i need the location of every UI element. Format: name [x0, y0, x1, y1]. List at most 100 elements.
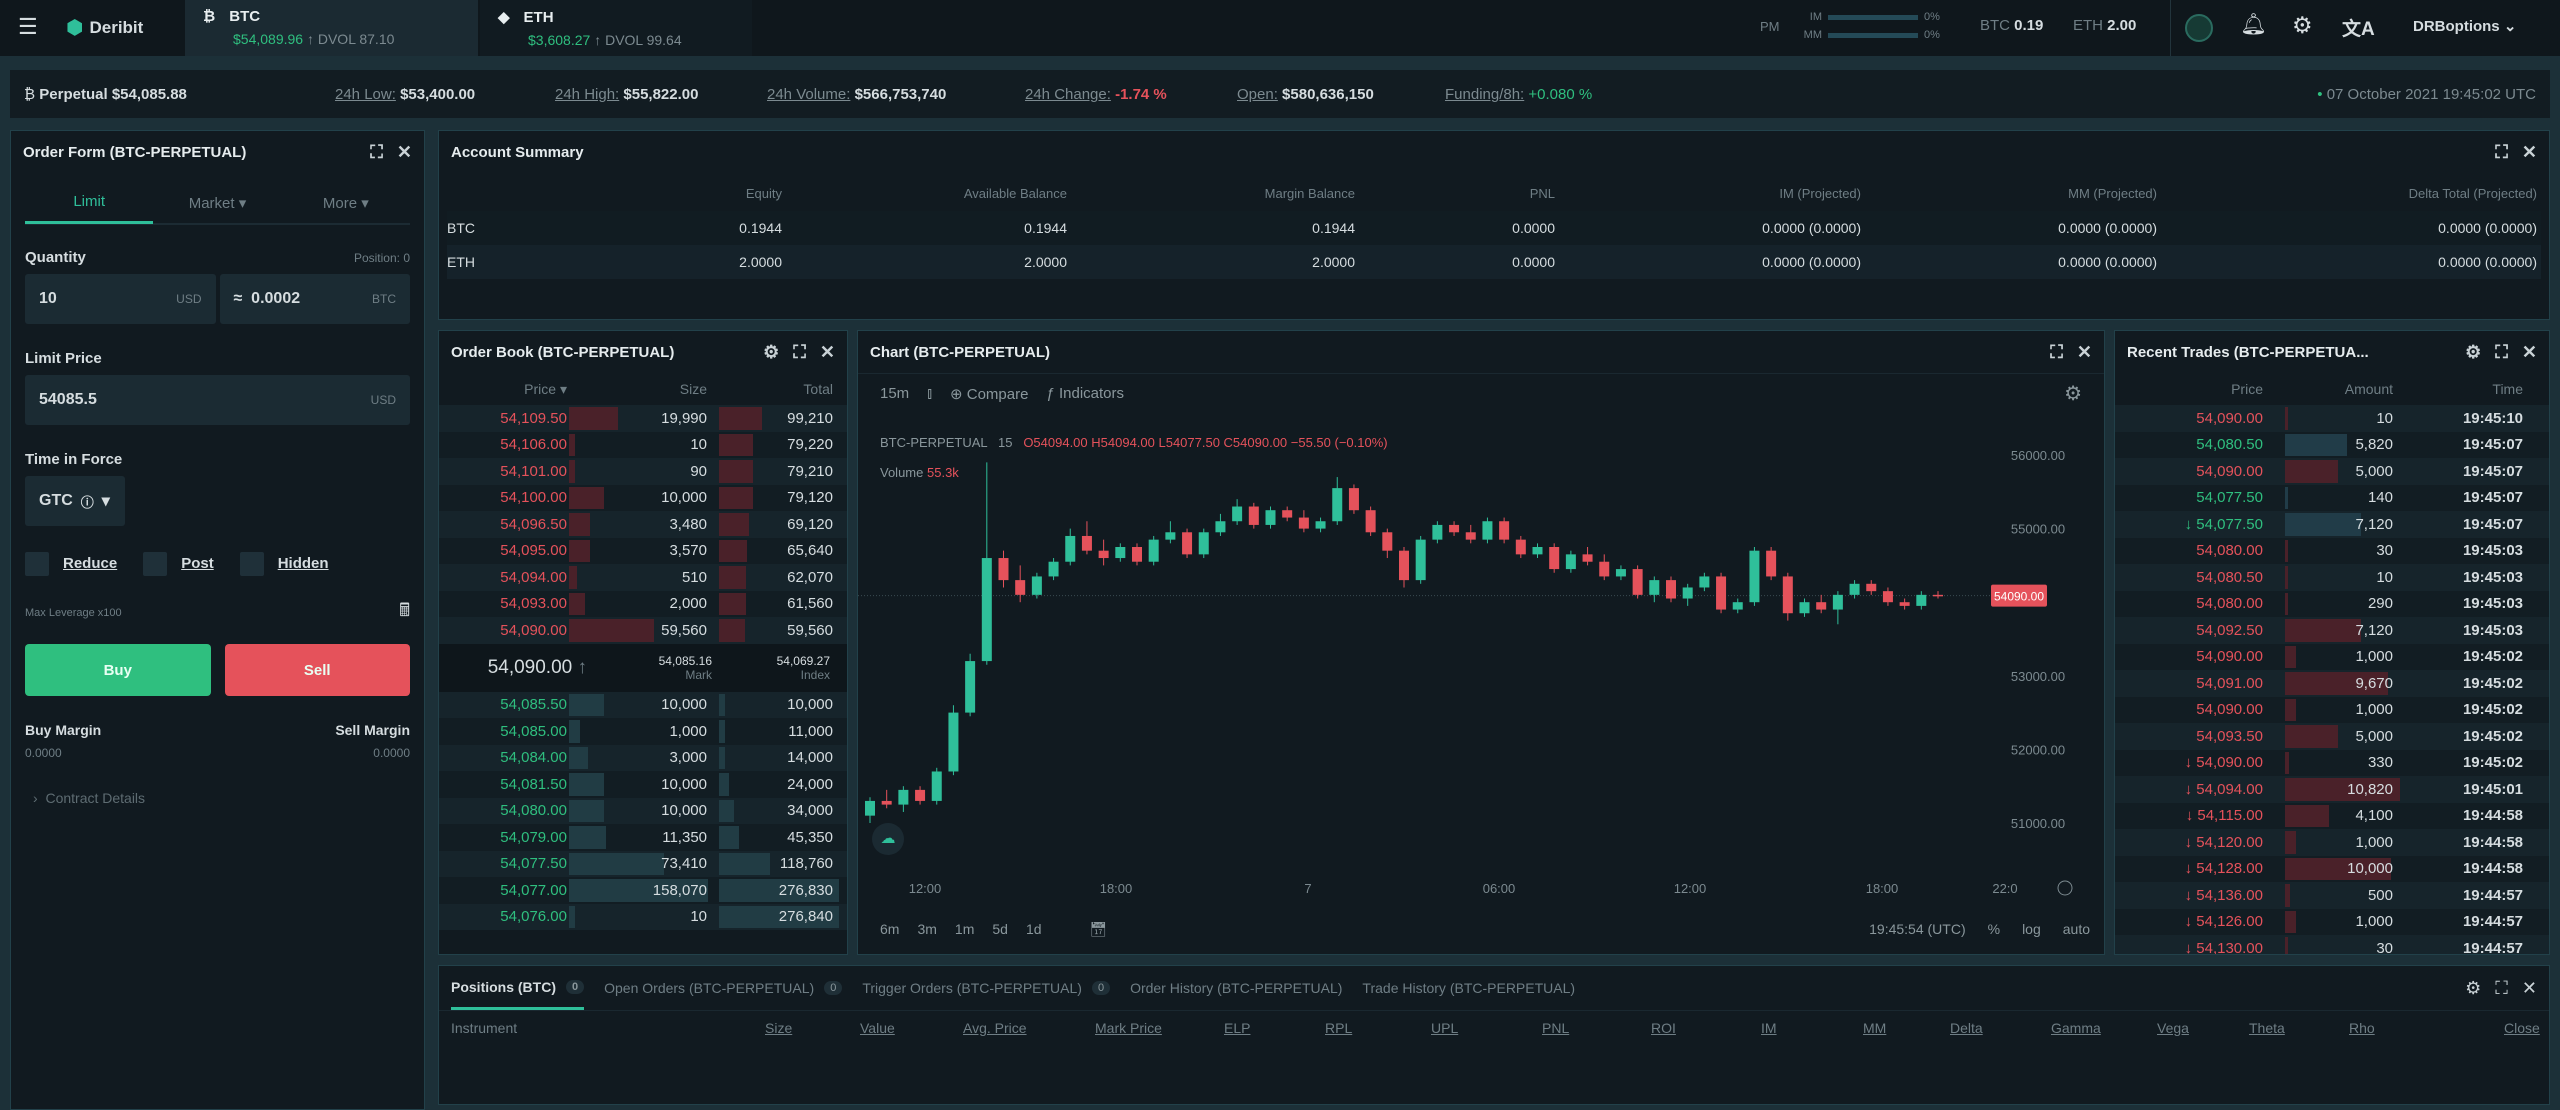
column-header[interactable]: Gamma — [2051, 1020, 2101, 1036]
ask-row[interactable]: 54,106.00 10 79,220 — [439, 431, 847, 458]
expand-icon[interactable]: ⛶ — [370, 141, 383, 162]
chart-clock[interactable]: 19:45:54 (UTC) — [1869, 921, 1966, 937]
range-5d[interactable]: 5d — [992, 921, 1008, 937]
bell-icon[interactable]: 🔔︎ — [2240, 13, 2267, 36]
post-checkbox[interactable]: Post — [143, 552, 214, 576]
gear-icon[interactable]: ⚙ — [763, 341, 780, 362]
candlestick-chart[interactable]: 56000.00 55000.00 53000.00 52000.00 51000.00… — [858, 331, 2106, 956]
compare-button[interactable]: ⊕ Compare — [950, 385, 1028, 403]
column-header[interactable]: Close — [2504, 1020, 2540, 1036]
auto-scale-toggle[interactable]: auto — [2062, 921, 2090, 937]
bid-row[interactable]: 54,079.00 11,350 45,350 — [439, 824, 847, 851]
calendar-icon[interactable]: 📅︎ — [1089, 921, 1108, 937]
column-header[interactable]: Mark Price — [1095, 1020, 1162, 1036]
deribit-logo[interactable]: ⬢ Deribit — [66, 15, 143, 40]
expand-icon[interactable]: ⛶ — [2495, 341, 2508, 362]
range-1m[interactable]: 1m — [954, 921, 975, 937]
column-header[interactable]: Theta — [2249, 1020, 2285, 1036]
ask-row[interactable]: 54,100.00 10,000 79,120 — [439, 484, 847, 511]
expand-icon[interactable]: ⛶ — [2050, 341, 2063, 362]
positions-tab[interactable]: Open Orders (BTC-PERPETUAL) 0 — [604, 966, 843, 1010]
close-icon[interactable]: ✕ — [2521, 141, 2537, 162]
gear-icon[interactable]: ⚙ — [2465, 341, 2482, 362]
expand-icon[interactable]: ⛶ — [2495, 141, 2508, 162]
range-6m[interactable]: 6m — [880, 921, 900, 937]
indicators-button[interactable]: ƒ Indicators — [1046, 385, 1124, 402]
positions-tab[interactable]: Trigger Orders (BTC-PERPETUAL) 0 — [862, 966, 1111, 1010]
expand-icon[interactable]: ⛶ — [793, 341, 806, 362]
candle-type-icon[interactable]: ⫾ — [927, 385, 932, 402]
bid-row[interactable]: 54,076.00 10 276,840 — [439, 903, 847, 930]
ask-row[interactable]: 54,094.00 510 62,070 — [439, 564, 847, 591]
limit-price-input[interactable]: 54085.5 USD — [25, 375, 410, 425]
candle-body — [1148, 539, 1159, 562]
bid-row[interactable]: 54,077.50 73,410 118,760 — [439, 850, 847, 877]
ask-row[interactable]: 54,096.50 3,480 69,120 — [439, 511, 847, 538]
tab-market[interactable]: Market ▾ — [153, 194, 281, 212]
quantity-btc-input[interactable]: ≈ 0.0002 BTC — [219, 274, 410, 324]
percent-scale-toggle[interactable]: % — [1987, 921, 2001, 937]
tab-limit[interactable]: Limit — [25, 182, 154, 224]
column-header[interactable]: PNL — [1542, 1020, 1570, 1036]
positions-tab[interactable]: Positions (BTC) 0 — [451, 966, 585, 1010]
column-header[interactable]: Avg. Price — [963, 1020, 1027, 1036]
ask-row[interactable]: 54,093.00 2,000 61,560 — [439, 590, 847, 617]
close-icon[interactable]: ✕ — [2076, 341, 2092, 362]
close-icon[interactable]: ✕ — [2521, 978, 2537, 998]
ask-row[interactable]: 54,090.00 59,560 59,560 — [439, 617, 847, 644]
gear-icon[interactable]: ⚙ — [2465, 978, 2482, 998]
bid-row[interactable]: 54,081.50 10,000 24,000 — [439, 771, 847, 798]
price-column-header[interactable]: Price ▾ — [524, 380, 567, 397]
quantity-usd-input[interactable]: 10 USD — [25, 274, 216, 324]
close-icon[interactable]: ✕ — [2521, 341, 2537, 362]
bid-row[interactable]: 54,085.00 1,000 11,000 — [439, 718, 847, 745]
translate-icon[interactable]: 文A — [2342, 19, 2375, 40]
reset-zoom-icon[interactable] — [2057, 880, 2073, 896]
user-menu[interactable]: DRBoptions ⌄ — [2413, 17, 2516, 35]
expand-icon[interactable]: ⛶ — [2495, 978, 2508, 998]
contract-details-toggle[interactable]: › Contract Details — [33, 790, 402, 806]
range-3m[interactable]: 3m — [917, 921, 937, 937]
column-header[interactable]: Delta — [1950, 1020, 1983, 1036]
column-header[interactable]: MM — [1863, 1020, 1887, 1036]
chart-settings-icon[interactable]: ⚙ — [2064, 383, 2082, 405]
column-header[interactable]: Rho — [2349, 1020, 2375, 1036]
column-header[interactable]: Vega — [2157, 1020, 2189, 1036]
close-icon[interactable]: ✕ — [396, 141, 412, 162]
log-scale-toggle[interactable]: log — [2022, 921, 2041, 937]
column-header[interactable]: RPL — [1325, 1020, 1353, 1036]
positions-tab[interactable]: Trade History (BTC-PERPETUAL) — [1362, 966, 1575, 1010]
bid-row[interactable]: 54,084.00 3,000 14,000 — [439, 744, 847, 771]
tab-more[interactable]: More ▾ — [282, 194, 410, 212]
bid-row[interactable]: 54,080.00 10,000 34,000 — [439, 797, 847, 824]
column-header[interactable]: IM — [1761, 1020, 1777, 1036]
range-1d[interactable]: 1d — [1025, 921, 1042, 937]
interval-button[interactable]: 15m — [880, 385, 910, 402]
calculator-icon[interactable]: 🖩 — [399, 600, 410, 620]
close-icon[interactable]: ✕ — [819, 341, 835, 362]
buy-button[interactable]: Buy — [25, 644, 211, 696]
reduce-checkbox[interactable]: Reduce — [25, 552, 117, 576]
perpetual-info[interactable]: ₿ Perpetual $54,085.88 — [24, 86, 187, 103]
column-header[interactable]: Value — [860, 1020, 895, 1036]
column-header[interactable]: Instrument — [451, 1020, 518, 1036]
bid-row[interactable]: 54,077.00 158,070 276,830 — [439, 877, 847, 904]
gear-icon[interactable]: ⚙ — [2292, 12, 2313, 38]
column-header[interactable]: UPL — [1431, 1020, 1459, 1036]
column-header[interactable]: ROI — [1651, 1020, 1676, 1036]
sell-button[interactable]: Sell — [224, 644, 410, 696]
ask-row[interactable]: 54,109.50 19,990 99,210 — [439, 405, 847, 432]
tab-btc[interactable]: ₿ BTC $54,089.96 ↑ DVOL 87.10 — [185, 0, 478, 56]
hidden-checkbox[interactable]: Hidden — [239, 552, 329, 576]
hamburger-menu-icon[interactable]: ☰ — [18, 14, 38, 39]
positions-tab[interactable]: Order History (BTC-PERPETUAL) — [1130, 966, 1342, 1010]
column-header[interactable]: Size — [765, 1020, 793, 1036]
chevron-right-icon: › — [33, 790, 38, 806]
column-header[interactable]: ELP — [1224, 1020, 1251, 1036]
avatar[interactable] — [2185, 14, 2213, 42]
time-in-force-select[interactable]: GTC ⓘ ▾ — [25, 476, 125, 526]
tab-eth[interactable]: ◆ ETH $3,608.27 ↑ DVOL 99.64 — [480, 0, 752, 56]
bid-row[interactable]: 54,085.50 10,000 10,000 — [439, 691, 847, 718]
ask-row[interactable]: 54,095.00 3,570 65,640 — [439, 537, 847, 564]
ask-row[interactable]: 54,101.00 90 79,210 — [439, 458, 847, 485]
